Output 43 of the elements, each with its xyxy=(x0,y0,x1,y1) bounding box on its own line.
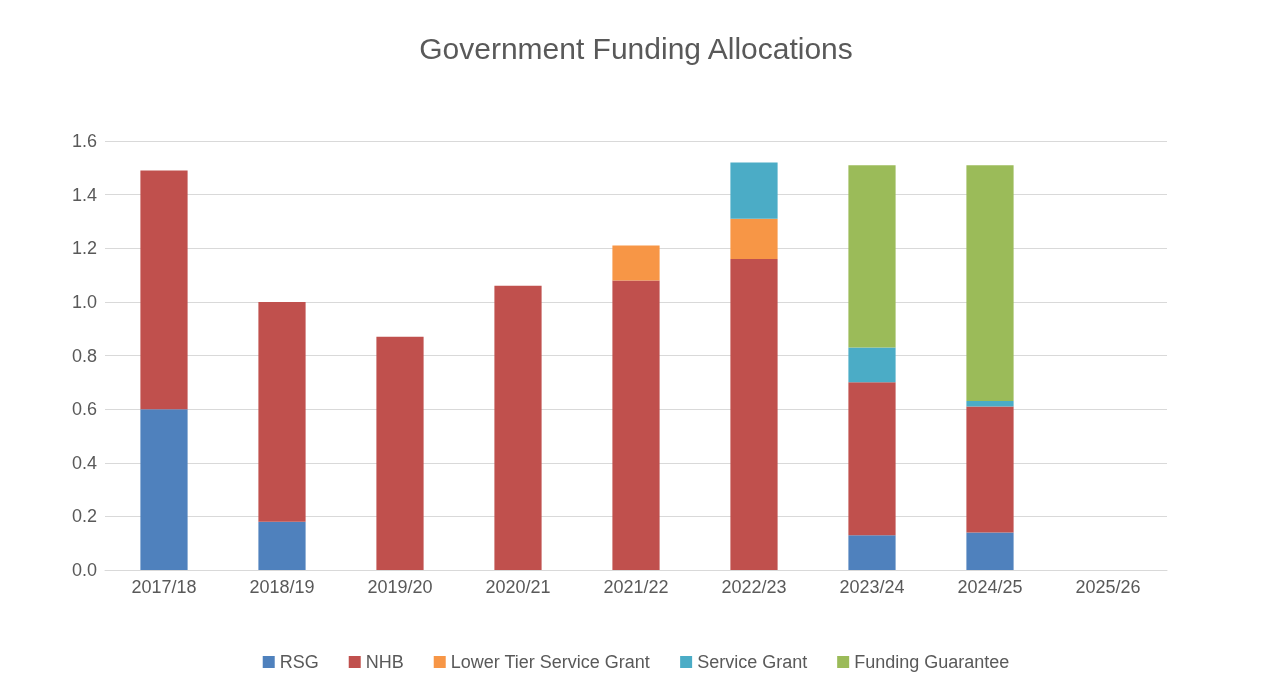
y-tick-label: 1.0 xyxy=(71,291,97,312)
y-tick-label: 0.2 xyxy=(71,506,97,527)
legend-label: Service Grant xyxy=(697,652,808,672)
bar xyxy=(966,406,1014,533)
x-tick-label: 2017/18 xyxy=(131,577,197,597)
bar xyxy=(848,165,896,348)
legend-label: Lower Tier Service Grant xyxy=(450,652,650,672)
legend-label: NHB xyxy=(365,652,404,672)
x-tick-label: 2022/23 xyxy=(721,577,787,597)
y-tick-label: 0.8 xyxy=(71,345,97,366)
bar xyxy=(612,245,660,281)
bar xyxy=(140,170,188,410)
legend-label: RSG xyxy=(279,652,319,672)
y-tick-label: 1.4 xyxy=(71,184,97,205)
chart-title: Government Funding Allocations xyxy=(419,31,853,65)
x-tick-label: 2023/24 xyxy=(839,577,905,597)
bar xyxy=(258,301,306,522)
bar xyxy=(848,535,896,570)
y-tick-label: 0.6 xyxy=(71,399,97,420)
legend-label: Funding Guarantee xyxy=(854,652,1010,672)
bar xyxy=(612,280,660,570)
y-tick-label: 1.2 xyxy=(71,238,97,259)
bar xyxy=(140,409,188,570)
x-tick-label: 2024/25 xyxy=(957,577,1023,597)
y-tick-label: 1.6 xyxy=(71,131,97,151)
bar xyxy=(258,521,306,570)
bar xyxy=(730,218,778,259)
x-tick-label: 2021/22 xyxy=(603,577,669,597)
y-tick-label: 0.0 xyxy=(71,560,97,580)
x-tick-label: 2019/20 xyxy=(367,577,433,597)
bar xyxy=(730,258,778,570)
bar xyxy=(966,532,1014,570)
bar xyxy=(966,165,1014,402)
bar xyxy=(848,382,896,536)
bar xyxy=(730,162,778,219)
x-tick-label: 2025/26 xyxy=(1075,577,1141,597)
bar xyxy=(848,347,896,383)
x-tick-label: 2020/21 xyxy=(485,577,551,597)
bar xyxy=(494,285,542,570)
bar xyxy=(966,401,1014,407)
bar xyxy=(376,336,424,570)
x-tick-label: 2018/19 xyxy=(249,577,315,597)
y-tick-label: 0.4 xyxy=(71,452,97,473)
